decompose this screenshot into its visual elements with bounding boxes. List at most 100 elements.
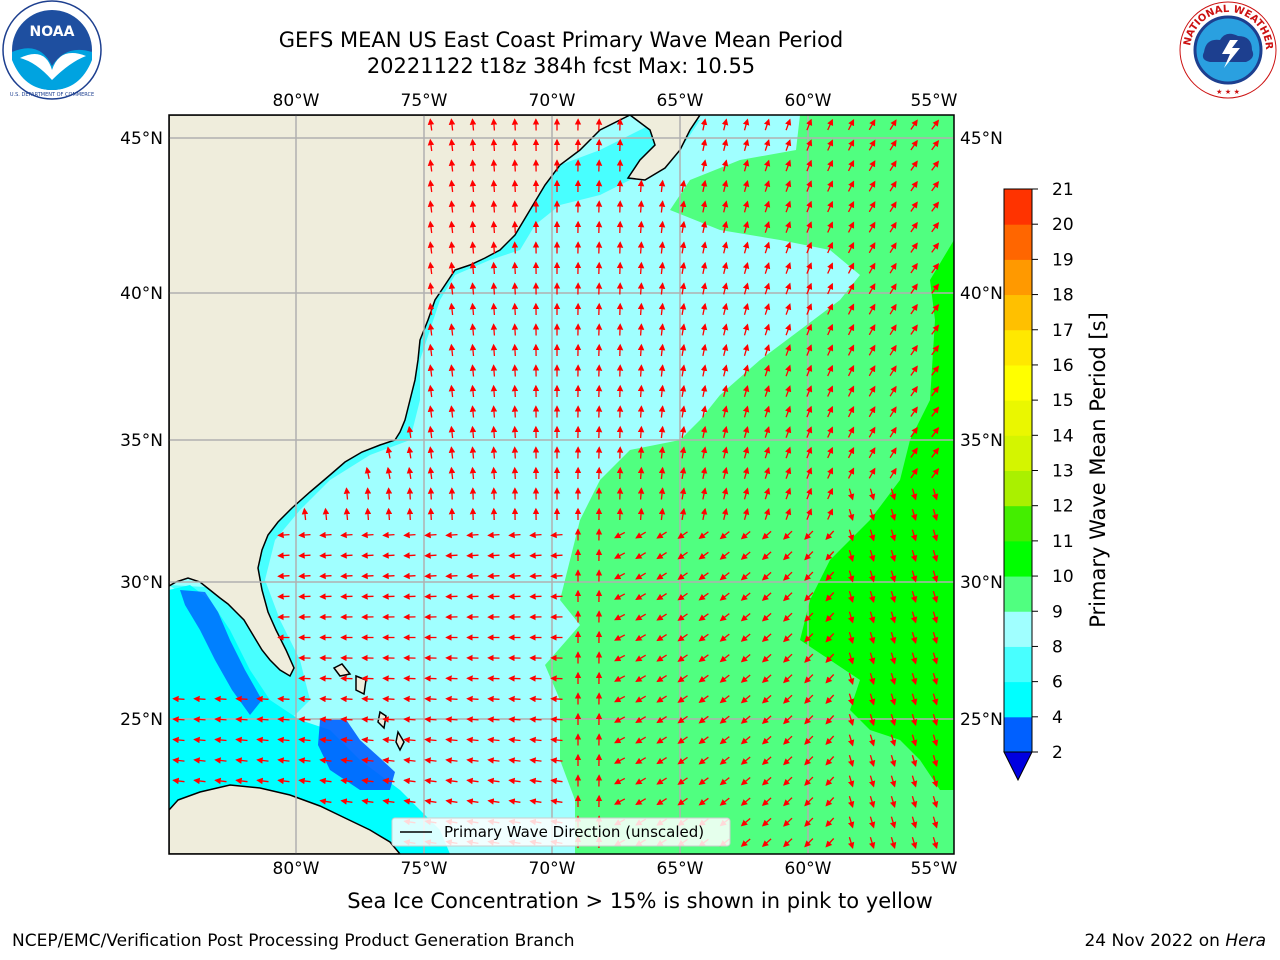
wave-direction-arrow — [614, 531, 626, 539]
wave-direction-arrow — [889, 673, 897, 686]
wave-direction-arrow — [868, 693, 876, 706]
wave-direction-arrow — [910, 303, 918, 315]
wave-direction-arrow — [827, 405, 834, 418]
wave-direction-arrow — [679, 507, 687, 521]
wave-direction-arrow — [847, 303, 855, 315]
wave-direction-arrow — [487, 695, 500, 703]
wave-direction-arrow — [889, 796, 897, 809]
colorbar-tick-label: 14 — [1052, 426, 1074, 446]
wave-direction-arrow — [172, 757, 185, 764]
wave-direction-arrow — [361, 552, 374, 559]
wave-direction-arrow — [427, 487, 435, 500]
wave-direction-arrow — [740, 654, 751, 663]
wave-direction-arrow — [193, 777, 206, 785]
wave-direction-arrow — [490, 118, 498, 131]
wave-direction-arrow — [700, 466, 708, 480]
wave-direction-arrow — [364, 507, 372, 521]
wave-direction-arrow — [806, 446, 813, 459]
wave-direction-arrow — [889, 324, 897, 336]
wave-direction-arrow — [806, 118, 813, 131]
wave-direction-arrow — [931, 591, 939, 604]
wave-direction-arrow — [698, 572, 709, 580]
wave-direction-arrow — [931, 140, 940, 151]
wave-direction-arrow — [424, 531, 437, 539]
colorbar-segment — [1004, 470, 1032, 507]
wave-direction-arrow — [868, 303, 876, 315]
wave-direction-arrow — [889, 529, 897, 542]
wave-direction-arrow — [340, 572, 353, 580]
wave-direction-arrow — [783, 653, 793, 663]
wave-direction-arrow — [847, 509, 855, 522]
wave-direction-arrow — [721, 241, 729, 254]
wave-direction-arrow — [469, 384, 477, 398]
wave-direction-arrow — [490, 220, 498, 234]
wave-direction-arrow — [785, 344, 792, 356]
lon-bottom-label: 60°W — [785, 859, 832, 879]
wave-direction-arrow — [256, 757, 269, 764]
wave-direction-arrow — [783, 735, 793, 745]
wave-direction-arrow — [785, 241, 792, 254]
wave-direction-arrow — [635, 634, 647, 641]
wave-direction-arrow — [635, 736, 647, 744]
wave-direction-arrow — [319, 552, 332, 559]
wave-direction-arrow — [406, 446, 414, 459]
colorbar-tick-label: 13 — [1052, 462, 1074, 482]
wave-direction-arrow — [742, 507, 750, 520]
wave-direction-arrow — [740, 613, 751, 622]
wave-direction-arrow — [804, 715, 814, 725]
wave-direction-arrow — [827, 508, 834, 520]
wave-direction-arrow — [827, 385, 834, 397]
wave-direction-arrow — [783, 530, 793, 540]
wave-direction-arrow — [427, 507, 435, 521]
wave-direction-arrow — [910, 693, 918, 706]
wave-direction-arrow — [825, 735, 835, 745]
wave-direction-arrow — [931, 119, 940, 130]
wave-direction-arrow — [466, 531, 479, 539]
wave-direction-arrow — [721, 446, 729, 459]
wave-direction-arrow — [698, 797, 709, 806]
wave-direction-arrow — [910, 324, 918, 335]
wave-direction-arrow — [298, 531, 311, 539]
svg-text:U.S. DEPARTMENT OF COMMERCE: U.S. DEPARTMENT OF COMMERCE — [10, 92, 94, 98]
wave-direction-arrow — [340, 757, 353, 764]
wave-direction-arrow — [868, 591, 876, 604]
wave-direction-arrow — [364, 487, 372, 500]
wave-direction-arrow — [910, 591, 918, 604]
wave-direction-arrow — [614, 634, 626, 641]
wave-direction-arrow — [469, 118, 477, 131]
sea-ice-note: Sea Ice Concentration > 15% is shown in … — [347, 889, 933, 913]
wave-direction-arrow — [868, 467, 876, 479]
wave-direction-arrow — [614, 736, 626, 744]
wave-direction-arrow — [783, 612, 793, 622]
wave-direction-arrow — [511, 446, 519, 459]
wave-direction-arrow — [256, 736, 269, 744]
credit-date: 24 Nov 2022 on Hera — [1084, 931, 1266, 951]
vector-legend: Primary Wave Direction (unscaled) — [391, 817, 731, 847]
wave-direction-arrow — [783, 776, 793, 786]
wave-direction-arrow — [783, 797, 793, 807]
wave-direction-arrow — [550, 716, 563, 723]
wave-direction-arrow — [827, 282, 834, 295]
wave-direction-arrow — [529, 695, 542, 703]
wave-direction-arrow — [721, 323, 729, 336]
wave-direction-arrow — [298, 572, 311, 580]
lat-right-label: 45°N — [960, 129, 1003, 149]
wave-direction-arrow — [448, 323, 456, 336]
wave-direction-arrow — [698, 777, 709, 785]
graticule — [169, 115, 954, 854]
colorbar-segment — [1004, 576, 1032, 612]
wave-direction-arrow — [658, 425, 666, 439]
wave-direction-arrow — [761, 592, 772, 601]
wave-direction-arrow — [529, 531, 542, 539]
wave-direction-arrow — [910, 652, 918, 665]
colorbar-segment — [1004, 505, 1032, 542]
wave-direction-arrow — [698, 715, 709, 724]
wave-direction-arrow — [403, 695, 416, 703]
wave-direction-arrow — [427, 200, 435, 213]
wave-direction-arrow — [868, 283, 876, 295]
wave-direction-arrow — [469, 179, 477, 193]
wave-direction-arrow — [847, 755, 855, 768]
wave-direction-arrow — [827, 467, 834, 479]
wave-direction-arrow — [700, 159, 708, 172]
wave-direction-arrow — [469, 425, 477, 439]
